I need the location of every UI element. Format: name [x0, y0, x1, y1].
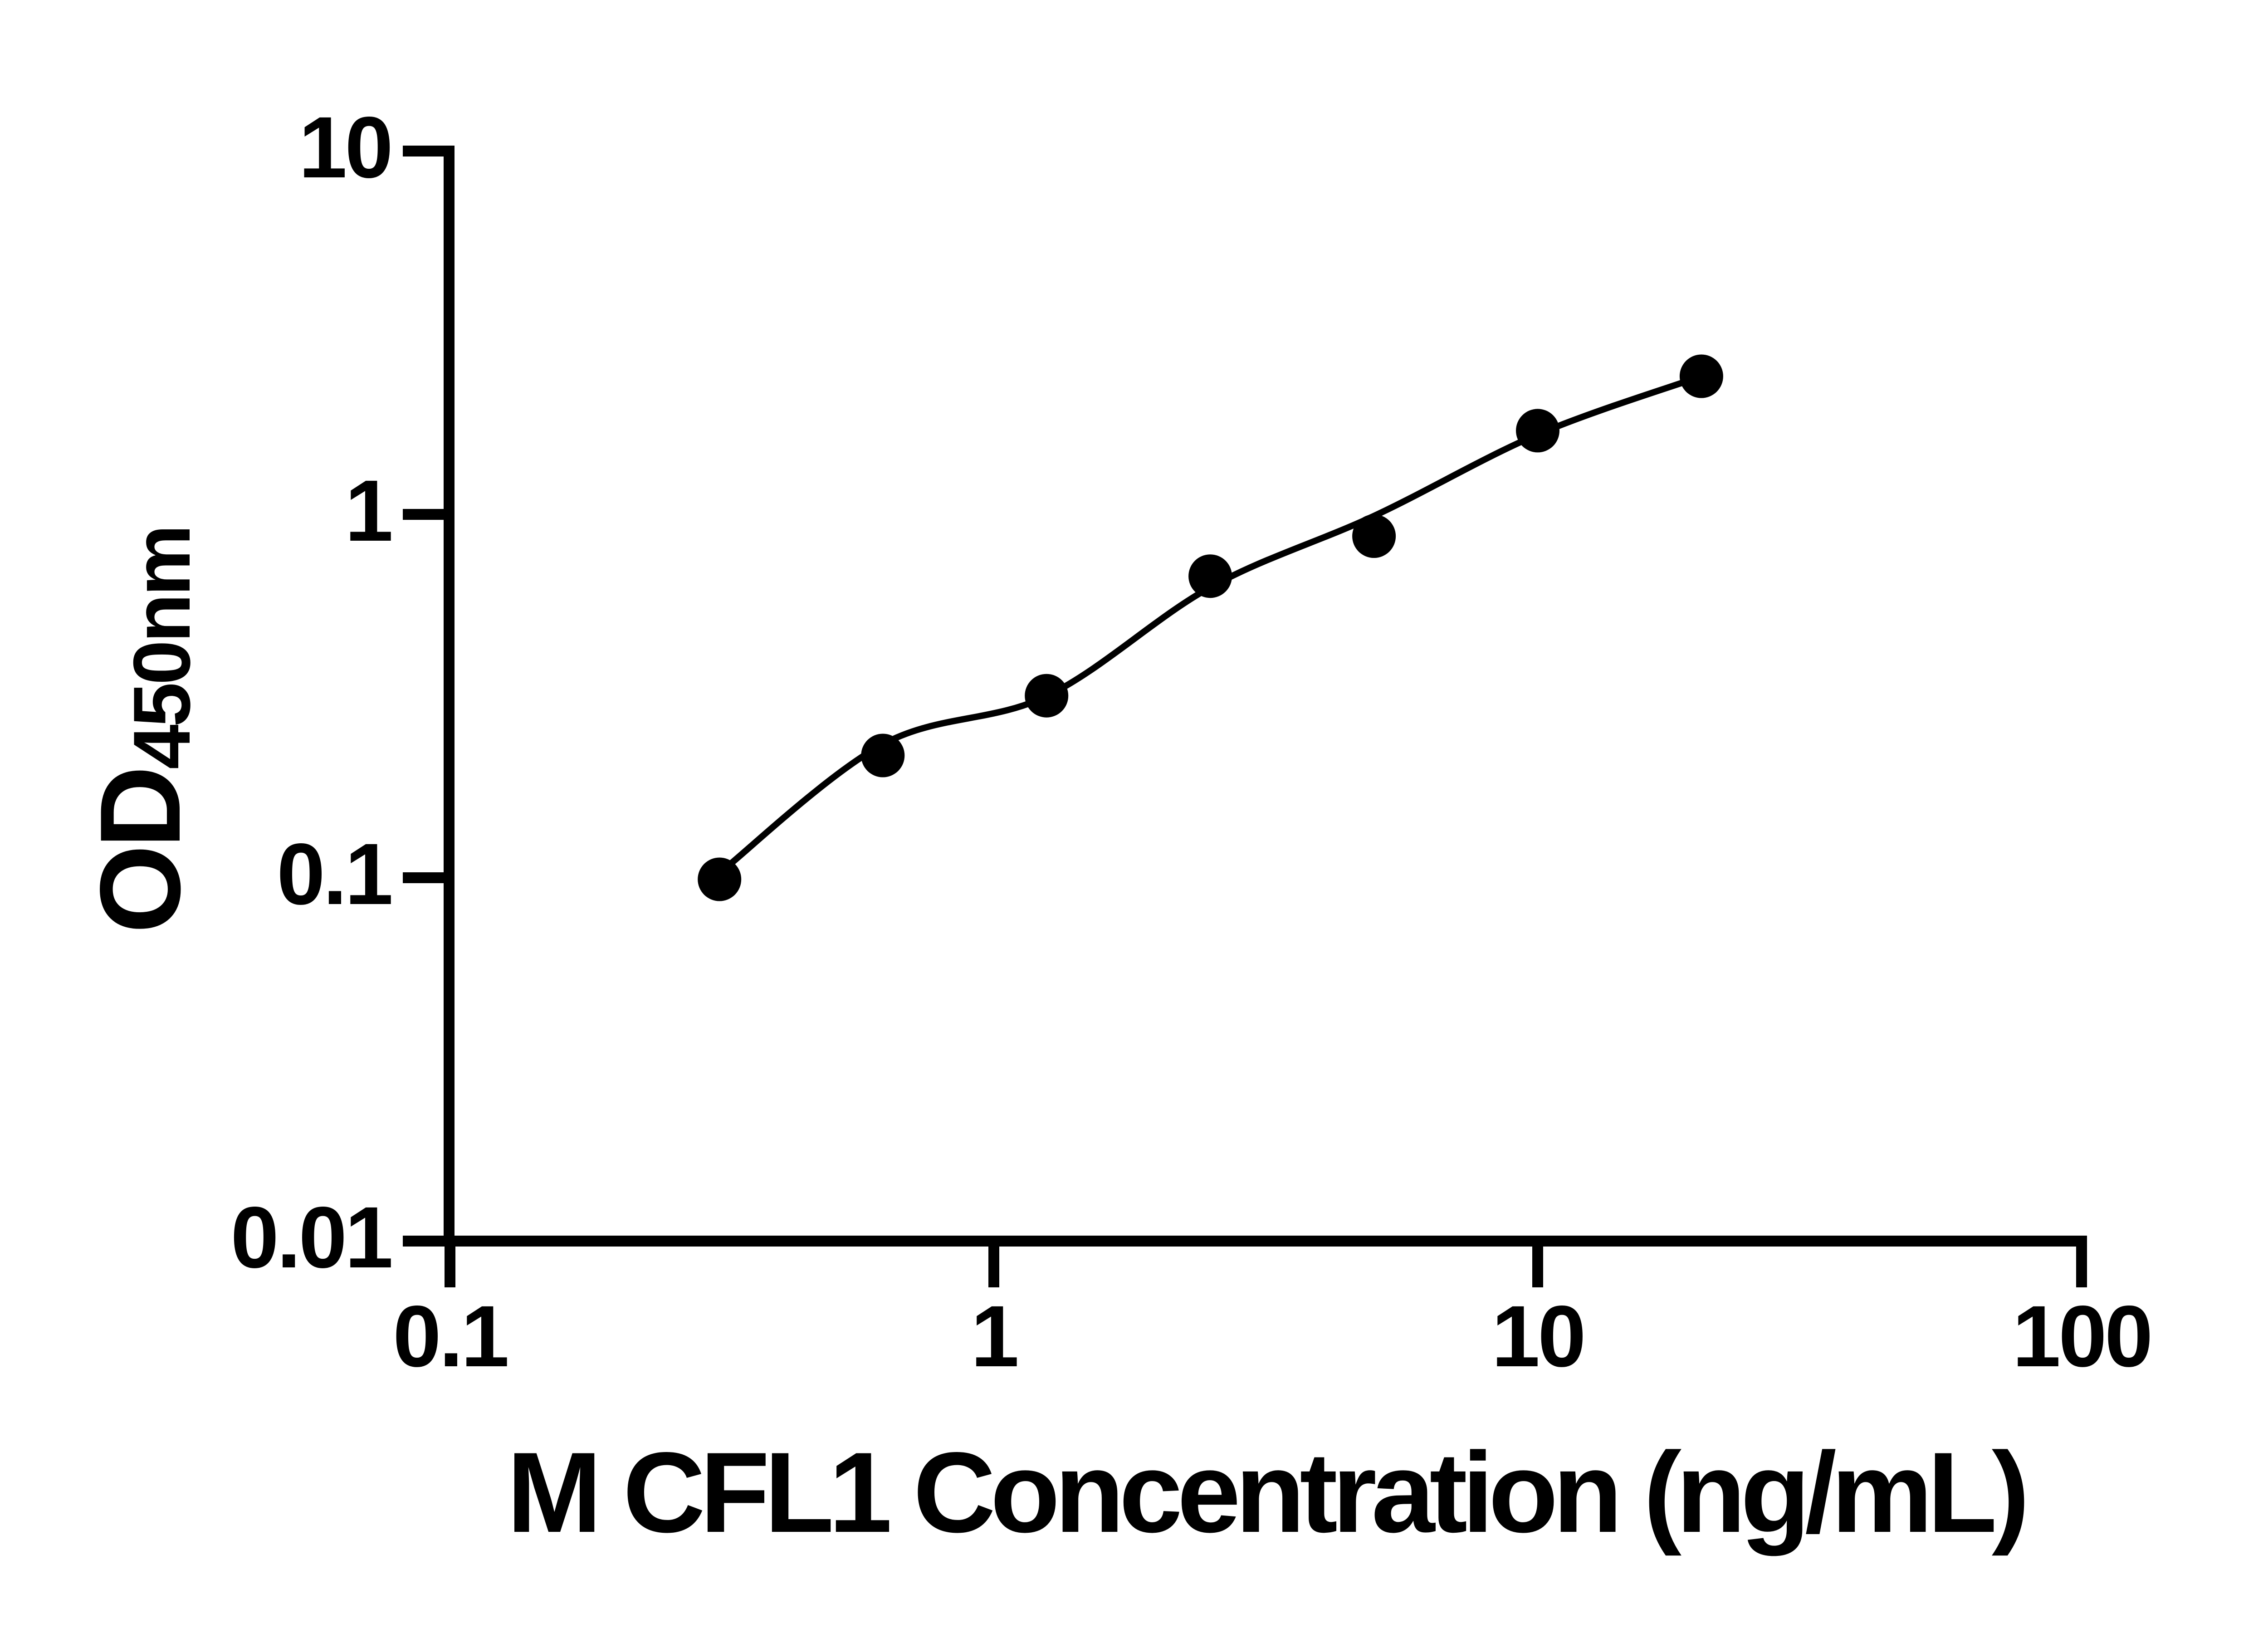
y-axis-label: OD450nm	[77, 527, 207, 934]
y-axis-label-subscript: 450nm	[117, 527, 207, 769]
data-point-marker	[1025, 674, 1069, 718]
x-tick-label: 100	[2012, 1287, 2153, 1385]
data-point-marker	[698, 857, 742, 901]
y-tick-label: 10	[298, 98, 393, 196]
data-point-marker	[1679, 354, 1723, 398]
y-tick-label: 0.01	[230, 1188, 393, 1286]
x-tick-label: 1	[971, 1287, 1019, 1385]
x-tick-label: 10	[1491, 1287, 1586, 1385]
y-tick-label: 1	[345, 462, 393, 559]
x-axis-label: M CFL1 Concentration (ng/mL)	[507, 1429, 2030, 1556]
data-point-marker	[861, 733, 905, 777]
fit-curve-line	[717, 373, 1703, 876]
x-tick-label: 0.1	[393, 1287, 509, 1385]
data-point-marker	[1352, 514, 1396, 558]
data-point-marker	[1188, 554, 1232, 598]
y-tick-label: 0.1	[277, 825, 393, 923]
y-axis-label-main: OD	[77, 769, 204, 934]
data-point-marker	[1516, 409, 1559, 453]
